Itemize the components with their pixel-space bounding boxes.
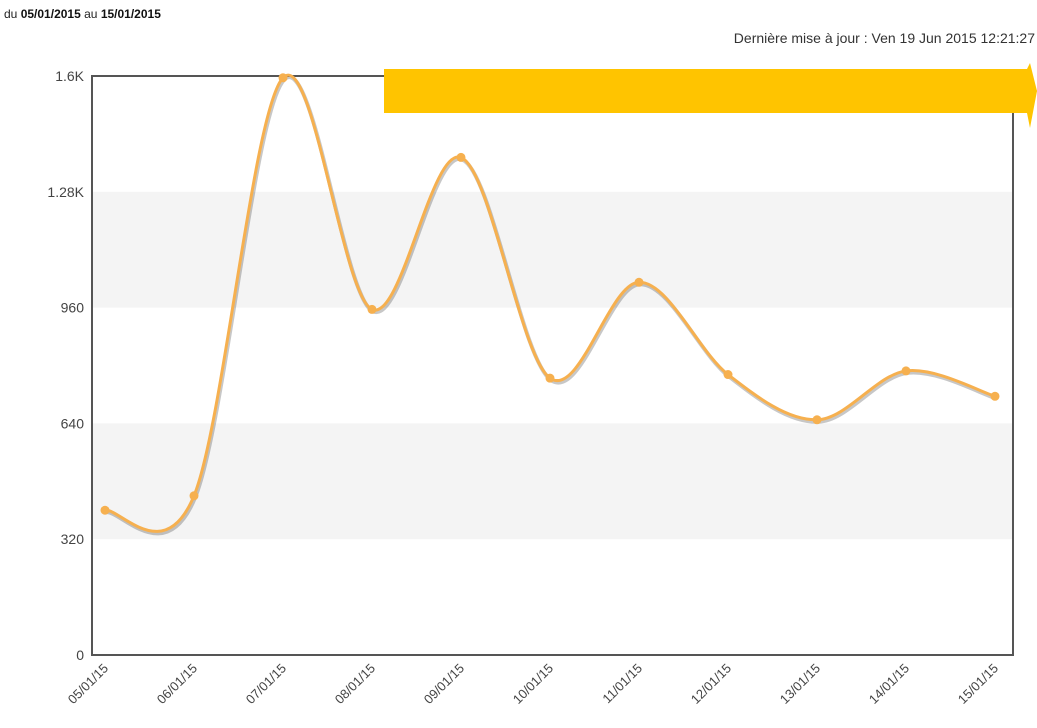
x-tick-label: 05/01/15 <box>65 661 111 707</box>
arrow-banner <box>384 63 1037 128</box>
y-tick-label: 1.28K <box>47 184 84 200</box>
x-tick-label: 12/01/15 <box>688 661 734 707</box>
data-point[interactable] <box>100 505 110 515</box>
plot-band <box>92 191 1013 308</box>
y-tick-label: 960 <box>61 300 85 316</box>
plot-band <box>92 423 1013 540</box>
x-tick-label: 08/01/15 <box>332 661 378 707</box>
range-end-date: 15/01/2015 <box>100 7 161 21</box>
data-point[interactable] <box>990 391 1000 401</box>
x-tick-label: 06/01/15 <box>154 661 200 707</box>
x-tick-label: 10/01/15 <box>510 661 556 707</box>
series-line-path <box>104 73 996 533</box>
data-point[interactable] <box>545 373 555 383</box>
y-tick-label: 320 <box>61 531 85 547</box>
x-tick-label: 07/01/15 <box>243 661 289 707</box>
plot-frame <box>91 75 1014 656</box>
range-separator: au <box>84 7 98 21</box>
data-point[interactable] <box>634 277 644 287</box>
y-axis-ticks: 0 320 640 960 1.28K 1.6K <box>47 68 84 663</box>
x-tick-label: 11/01/15 <box>599 661 645 707</box>
data-point[interactable] <box>812 415 822 425</box>
y-tick-label: 1.6K <box>55 68 84 84</box>
y-tick-label: 640 <box>61 415 85 431</box>
x-axis-ticks: 05/01/15 06/01/15 07/01/15 08/01/15 09/01/15… <box>65 661 1001 707</box>
y-tick-label: 0 <box>76 647 84 663</box>
range-start-date: 05/01/2015 <box>20 7 81 21</box>
plot-bands <box>92 191 1013 540</box>
x-tick-label: 09/01/15 <box>421 661 467 707</box>
date-range: du 05/01/2015 au 15/01/2015 <box>4 7 161 21</box>
data-point[interactable] <box>278 73 288 83</box>
x-tick-label: 13/01/15 <box>777 661 823 707</box>
x-tick-label: 15/01/15 <box>955 661 1001 707</box>
last-update-text: Dernière mise à jour : Ven 19 Jun 2015 1… <box>733 30 1035 46</box>
data-point[interactable] <box>367 304 377 314</box>
series-line <box>104 73 997 536</box>
data-point[interactable] <box>456 152 466 162</box>
range-prefix: du <box>4 7 18 21</box>
x-tick-label: 14/01/15 <box>866 661 912 707</box>
data-point[interactable] <box>901 366 911 376</box>
arrow-banner-shape <box>384 69 1037 113</box>
data-points <box>100 73 1000 515</box>
data-point[interactable] <box>723 370 733 380</box>
arrow-banner-tip <box>1027 63 1037 128</box>
data-point[interactable] <box>189 491 199 501</box>
